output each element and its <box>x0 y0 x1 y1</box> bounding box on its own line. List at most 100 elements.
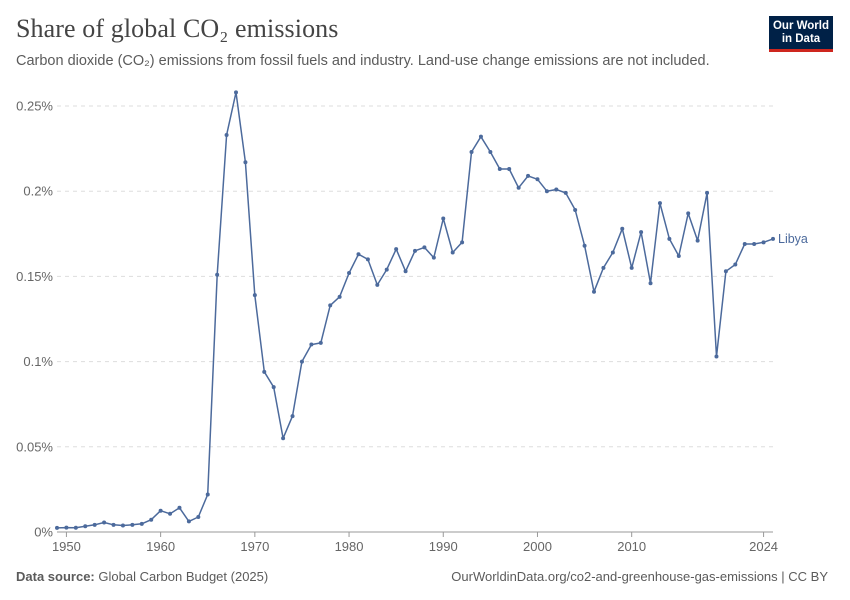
logo-line-1: Our World <box>772 20 829 32</box>
data-point[interactable] <box>186 519 191 524</box>
data-point[interactable] <box>497 167 502 172</box>
data-point[interactable] <box>714 354 719 359</box>
data-point[interactable] <box>243 160 248 165</box>
data-point[interactable] <box>205 492 210 497</box>
data-point[interactable] <box>620 226 625 231</box>
data-point[interactable] <box>667 236 672 241</box>
data-point[interactable] <box>337 294 342 299</box>
data-point[interactable] <box>516 185 521 190</box>
data-source: Data source: Global Carbon Budget (2025) <box>16 569 268 584</box>
data-point[interactable] <box>299 359 304 364</box>
data-point[interactable] <box>752 242 757 247</box>
data-point[interactable] <box>582 243 587 248</box>
data-point[interactable] <box>526 173 531 178</box>
data-point[interactable] <box>83 524 88 529</box>
data-point[interactable] <box>723 269 728 274</box>
data-point[interactable] <box>196 515 201 520</box>
data-point[interactable] <box>73 525 78 530</box>
data-point[interactable] <box>554 187 559 192</box>
data-point[interactable] <box>460 240 465 245</box>
data-point[interactable] <box>365 257 370 262</box>
data-point[interactable] <box>120 523 125 528</box>
x-tick-label: 1990 <box>429 539 458 554</box>
x-tick-label: 2024 <box>749 539 778 554</box>
x-tick-label: 1980 <box>335 539 364 554</box>
data-source-label: Data source: <box>16 569 95 584</box>
owid-logo[interactable]: Our World in Data <box>769 16 833 52</box>
data-point[interactable] <box>639 230 644 235</box>
data-point[interactable] <box>705 190 710 195</box>
data-point[interactable] <box>507 167 512 172</box>
y-tick-label: 0% <box>34 525 53 540</box>
data-point[interactable] <box>488 150 493 155</box>
series-layer: Libya <box>55 90 808 530</box>
footer-credit[interactable]: OurWorldinData.org/co2-and-greenhouse-ga… <box>451 569 828 584</box>
data-point[interactable] <box>544 189 549 194</box>
data-point[interactable] <box>648 281 653 286</box>
data-point[interactable] <box>601 265 606 270</box>
data-point[interactable] <box>347 270 352 275</box>
data-point[interactable] <box>375 282 380 287</box>
data-point[interactable] <box>469 150 474 155</box>
data-point[interactable] <box>111 522 116 527</box>
data-point[interactable] <box>592 289 596 294</box>
data-point[interactable] <box>130 522 135 527</box>
data-point[interactable] <box>413 248 417 253</box>
data-point[interactable] <box>535 177 540 182</box>
data-point[interactable] <box>168 511 173 516</box>
y-tick-label: 0.15% <box>16 269 53 284</box>
data-point[interactable] <box>64 525 69 530</box>
data-point[interactable] <box>695 238 700 243</box>
data-point[interactable] <box>742 242 747 247</box>
data-point[interactable] <box>177 505 182 510</box>
data-point[interactable] <box>676 253 681 258</box>
data-point[interactable] <box>733 262 738 267</box>
y-tick-label: 0.2% <box>23 184 53 199</box>
series-line-libya[interactable] <box>56 91 774 529</box>
data-point[interactable] <box>102 520 107 525</box>
data-point[interactable] <box>356 252 361 257</box>
data-point[interactable] <box>478 134 483 139</box>
data-point[interactable] <box>686 211 691 216</box>
data-point[interactable] <box>281 436 286 441</box>
data-point[interactable] <box>252 293 257 298</box>
data-point[interactable] <box>290 414 295 419</box>
data-point[interactable] <box>431 255 436 260</box>
data-point[interactable] <box>271 385 276 390</box>
data-point[interactable] <box>771 236 775 241</box>
x-tick-label: 1950 <box>52 539 81 554</box>
data-point[interactable] <box>92 522 97 527</box>
data-point[interactable] <box>328 303 333 308</box>
series-label-libya[interactable]: Libya <box>778 232 808 246</box>
data-point[interactable] <box>422 245 427 250</box>
data-point[interactable] <box>55 525 59 530</box>
y-tick-label: 0.1% <box>23 354 53 369</box>
data-point[interactable] <box>563 190 568 195</box>
data-point[interactable] <box>657 201 662 206</box>
logo-line-2: in Data <box>781 33 821 45</box>
data-point[interactable] <box>441 216 446 221</box>
data-point[interactable] <box>610 250 615 255</box>
data-point[interactable] <box>629 265 634 270</box>
data-point[interactable] <box>573 207 578 212</box>
data-point[interactable] <box>224 132 229 137</box>
data-point[interactable] <box>215 272 220 277</box>
data-point[interactable] <box>139 521 144 526</box>
data-point[interactable] <box>394 247 399 252</box>
data-point[interactable] <box>234 90 238 95</box>
y-tick-label: 0.05% <box>16 439 53 454</box>
data-point[interactable] <box>450 250 455 255</box>
data-point[interactable] <box>158 508 163 513</box>
data-point[interactable] <box>761 240 766 245</box>
chart-subtitle: Carbon dioxide (CO₂) emissions from foss… <box>16 53 710 69</box>
data-point[interactable] <box>149 517 154 522</box>
axes: 0% 0.05% 0.1% 0.15% 0.2% 0.25% 1950 1960 1970 198… <box>16 99 778 555</box>
data-point[interactable] <box>309 342 314 347</box>
x-tick-label: 2000 <box>523 539 552 554</box>
data-point[interactable] <box>384 267 389 272</box>
data-point[interactable] <box>403 269 408 274</box>
data-point[interactable] <box>262 369 267 374</box>
data-source-link[interactable]: Global Carbon Budget (2025) <box>98 569 269 584</box>
data-point[interactable] <box>318 340 323 345</box>
